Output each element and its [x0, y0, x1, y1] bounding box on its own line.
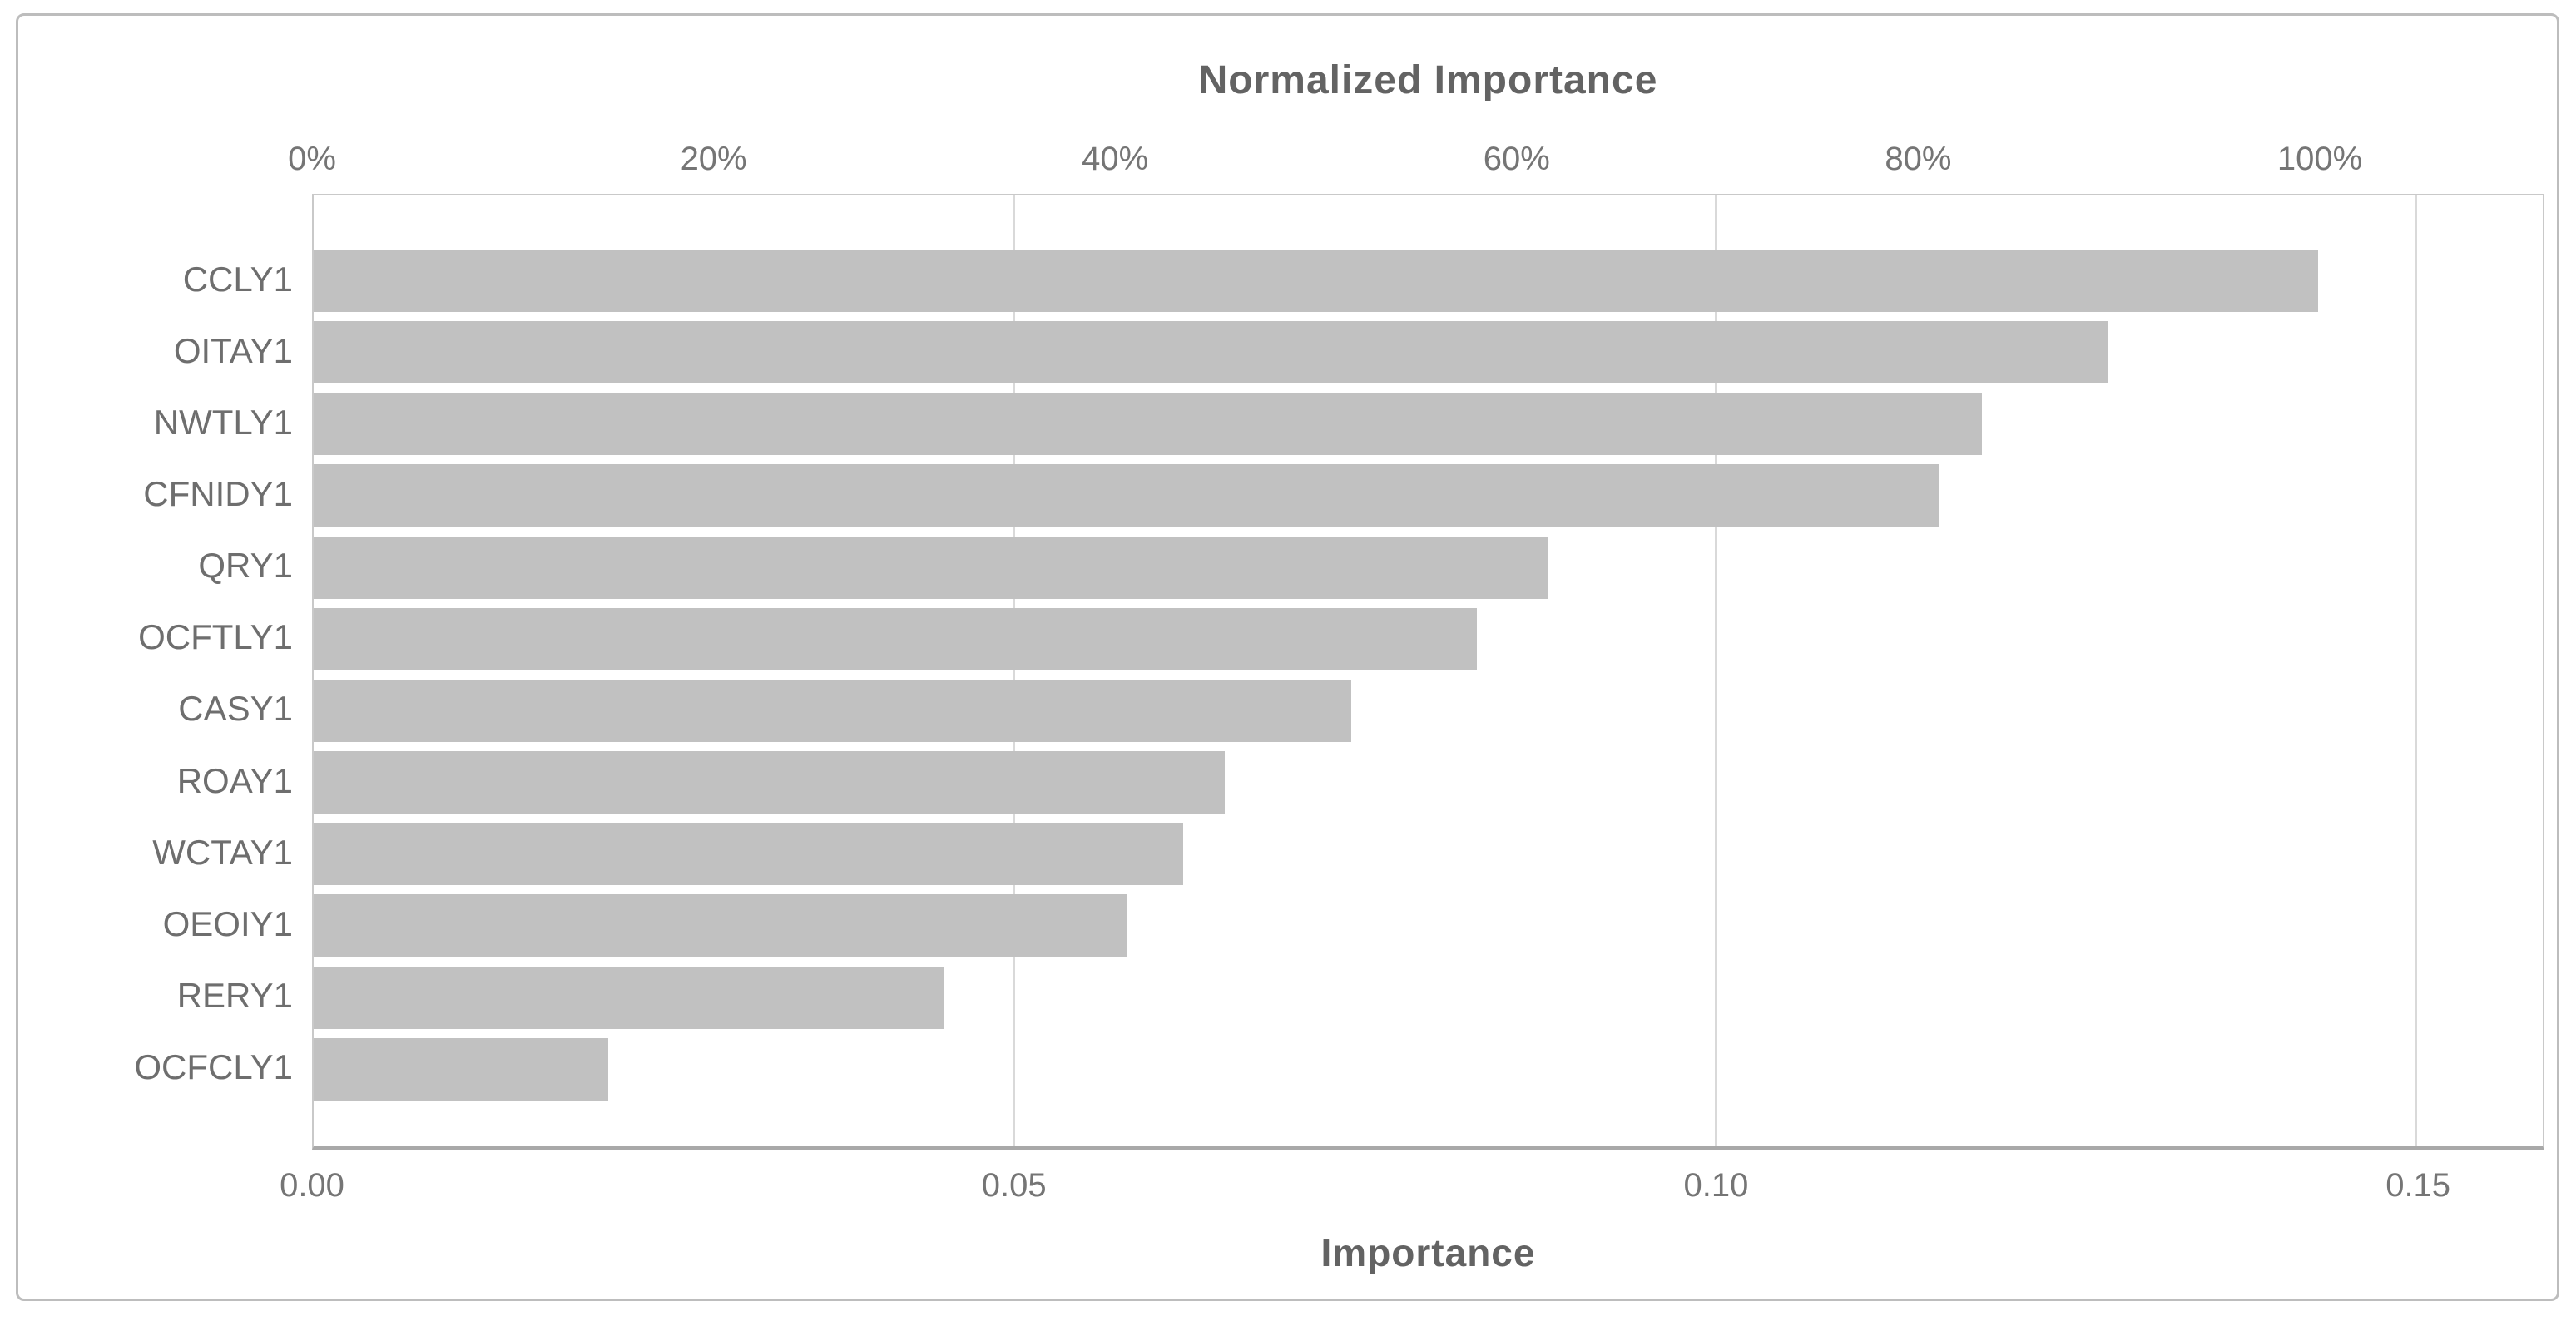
bottom-tick-0.05: 0.05 [981, 1167, 1047, 1204]
gridline-0.05 [1013, 195, 1016, 1146]
bar-WCTAY1 [314, 823, 1183, 885]
category-label-CCLY1: CCLY1 [182, 260, 293, 299]
bar-CFNIDY1 [314, 464, 1940, 527]
top-tick-0%: 0% [288, 141, 336, 177]
bottom-tick-0.15: 0.15 [2385, 1167, 2451, 1204]
category-label-OCFCLY1: OCFCLY1 [134, 1047, 293, 1086]
top-tick-80%: 80% [1885, 141, 1952, 177]
top-tick-40%: 40% [1082, 141, 1149, 177]
gridline-0.10 [1714, 195, 1717, 1146]
chart-frame: Normalized Importance 0% 20% 40% 60% 80% 100%… [16, 13, 2559, 1301]
bar-QRY1 [314, 537, 1548, 599]
plot-area [312, 194, 2544, 1150]
category-label-OCFTLY1: OCFTLY1 [138, 617, 293, 656]
chart-title: Normalized Importance [1198, 58, 1658, 102]
bottom-tick-0.00: 0.00 [280, 1167, 344, 1204]
top-tick-60%: 60% [1483, 141, 1550, 177]
category-label-CFNIDY1: CFNIDY1 [143, 474, 293, 513]
bar-OCFTLY1 [314, 608, 1478, 670]
bar-CASY1 [314, 680, 1351, 742]
category-label-WCTAY1: WCTAY1 [152, 833, 293, 872]
bar-OEOIY1 [314, 894, 1127, 957]
bar-OITAY1 [314, 321, 2108, 383]
category-label-CASY1: CASY1 [178, 689, 293, 728]
bottom-tick-0.10: 0.10 [1683, 1167, 1749, 1204]
gridline-0.15 [2415, 195, 2418, 1146]
top-tick-20%: 20% [680, 141, 747, 177]
category-label-RERY1: RERY1 [176, 976, 293, 1015]
category-label-OITAY1: OITAY1 [173, 331, 293, 370]
bar-ROAY1 [314, 751, 1226, 814]
bar-CCLY1 [314, 250, 2319, 312]
category-label-OEOIY1: OEOIY1 [162, 904, 293, 943]
category-label-NWTLY1: NWTLY1 [153, 403, 293, 442]
bar-OCFCLY1 [314, 1038, 608, 1101]
category-label-QRY1: QRY1 [198, 546, 293, 585]
bar-NWTLY1 [314, 393, 1983, 455]
top-tick-100%: 100% [2276, 141, 2363, 177]
x-axis-title: Importance [1320, 1231, 1536, 1274]
category-label-ROAY1: ROAY1 [176, 761, 293, 800]
bar-RERY1 [314, 967, 945, 1029]
